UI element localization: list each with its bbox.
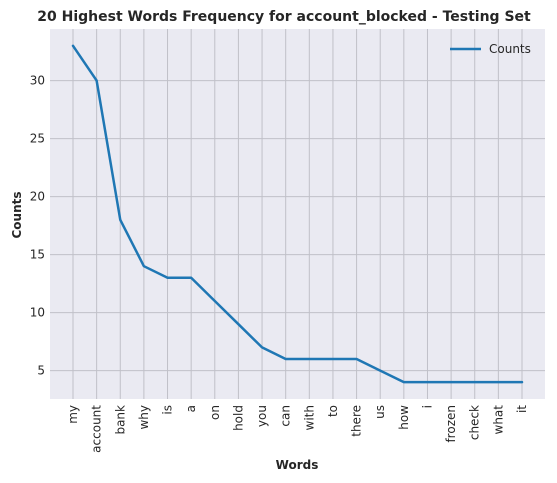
x-tick-label: to: [326, 405, 340, 417]
x-tick-label: my: [66, 405, 80, 424]
y-tick-label: 15: [30, 248, 45, 262]
x-tick-label: it: [515, 405, 529, 413]
x-tick-label: hold: [231, 405, 245, 431]
x-tick-label: check: [468, 405, 482, 440]
x-tick-label: on: [208, 405, 222, 420]
x-tick-label: us: [373, 405, 387, 419]
x-tick-label: bank: [113, 405, 127, 435]
x-tick-label: with: [302, 405, 316, 430]
x-tick-label: account: [90, 405, 104, 453]
x-tick-label: can: [279, 405, 293, 427]
x-axis-label: Words: [276, 458, 319, 472]
x-tick-labels: my account bank why is a on hold you can with to the…: [66, 405, 529, 453]
plot-area: [50, 29, 545, 399]
series-line-counts: [71, 44, 524, 384]
x-tick-label: i: [420, 405, 434, 408]
legend: Counts: [450, 42, 531, 56]
x-tick-label: why: [137, 405, 151, 430]
x-tick-label: is: [161, 405, 175, 415]
y-tick-label: 25: [30, 132, 45, 146]
grid: [50, 29, 545, 399]
y-tick-label: 30: [30, 74, 45, 88]
legend-label-counts: Counts: [489, 42, 531, 56]
y-tick-label: 20: [30, 190, 45, 204]
x-tick-label: there: [350, 405, 364, 437]
x-tick-label: what: [491, 405, 505, 435]
x-tick-label: a: [184, 405, 198, 412]
y-tick-label: 5: [37, 364, 45, 378]
chart-title: 20 Highest Words Frequency for account_b…: [37, 9, 531, 25]
series-layer: [71, 44, 524, 384]
y-tick-labels: 5 10 15 20 25 30: [30, 74, 45, 378]
x-tick-label: you: [255, 405, 269, 427]
x-tick-label: how: [397, 405, 411, 430]
x-tick-label: frozen: [444, 405, 458, 443]
y-axis-label: Counts: [10, 191, 24, 238]
y-tick-label: 10: [30, 306, 45, 320]
